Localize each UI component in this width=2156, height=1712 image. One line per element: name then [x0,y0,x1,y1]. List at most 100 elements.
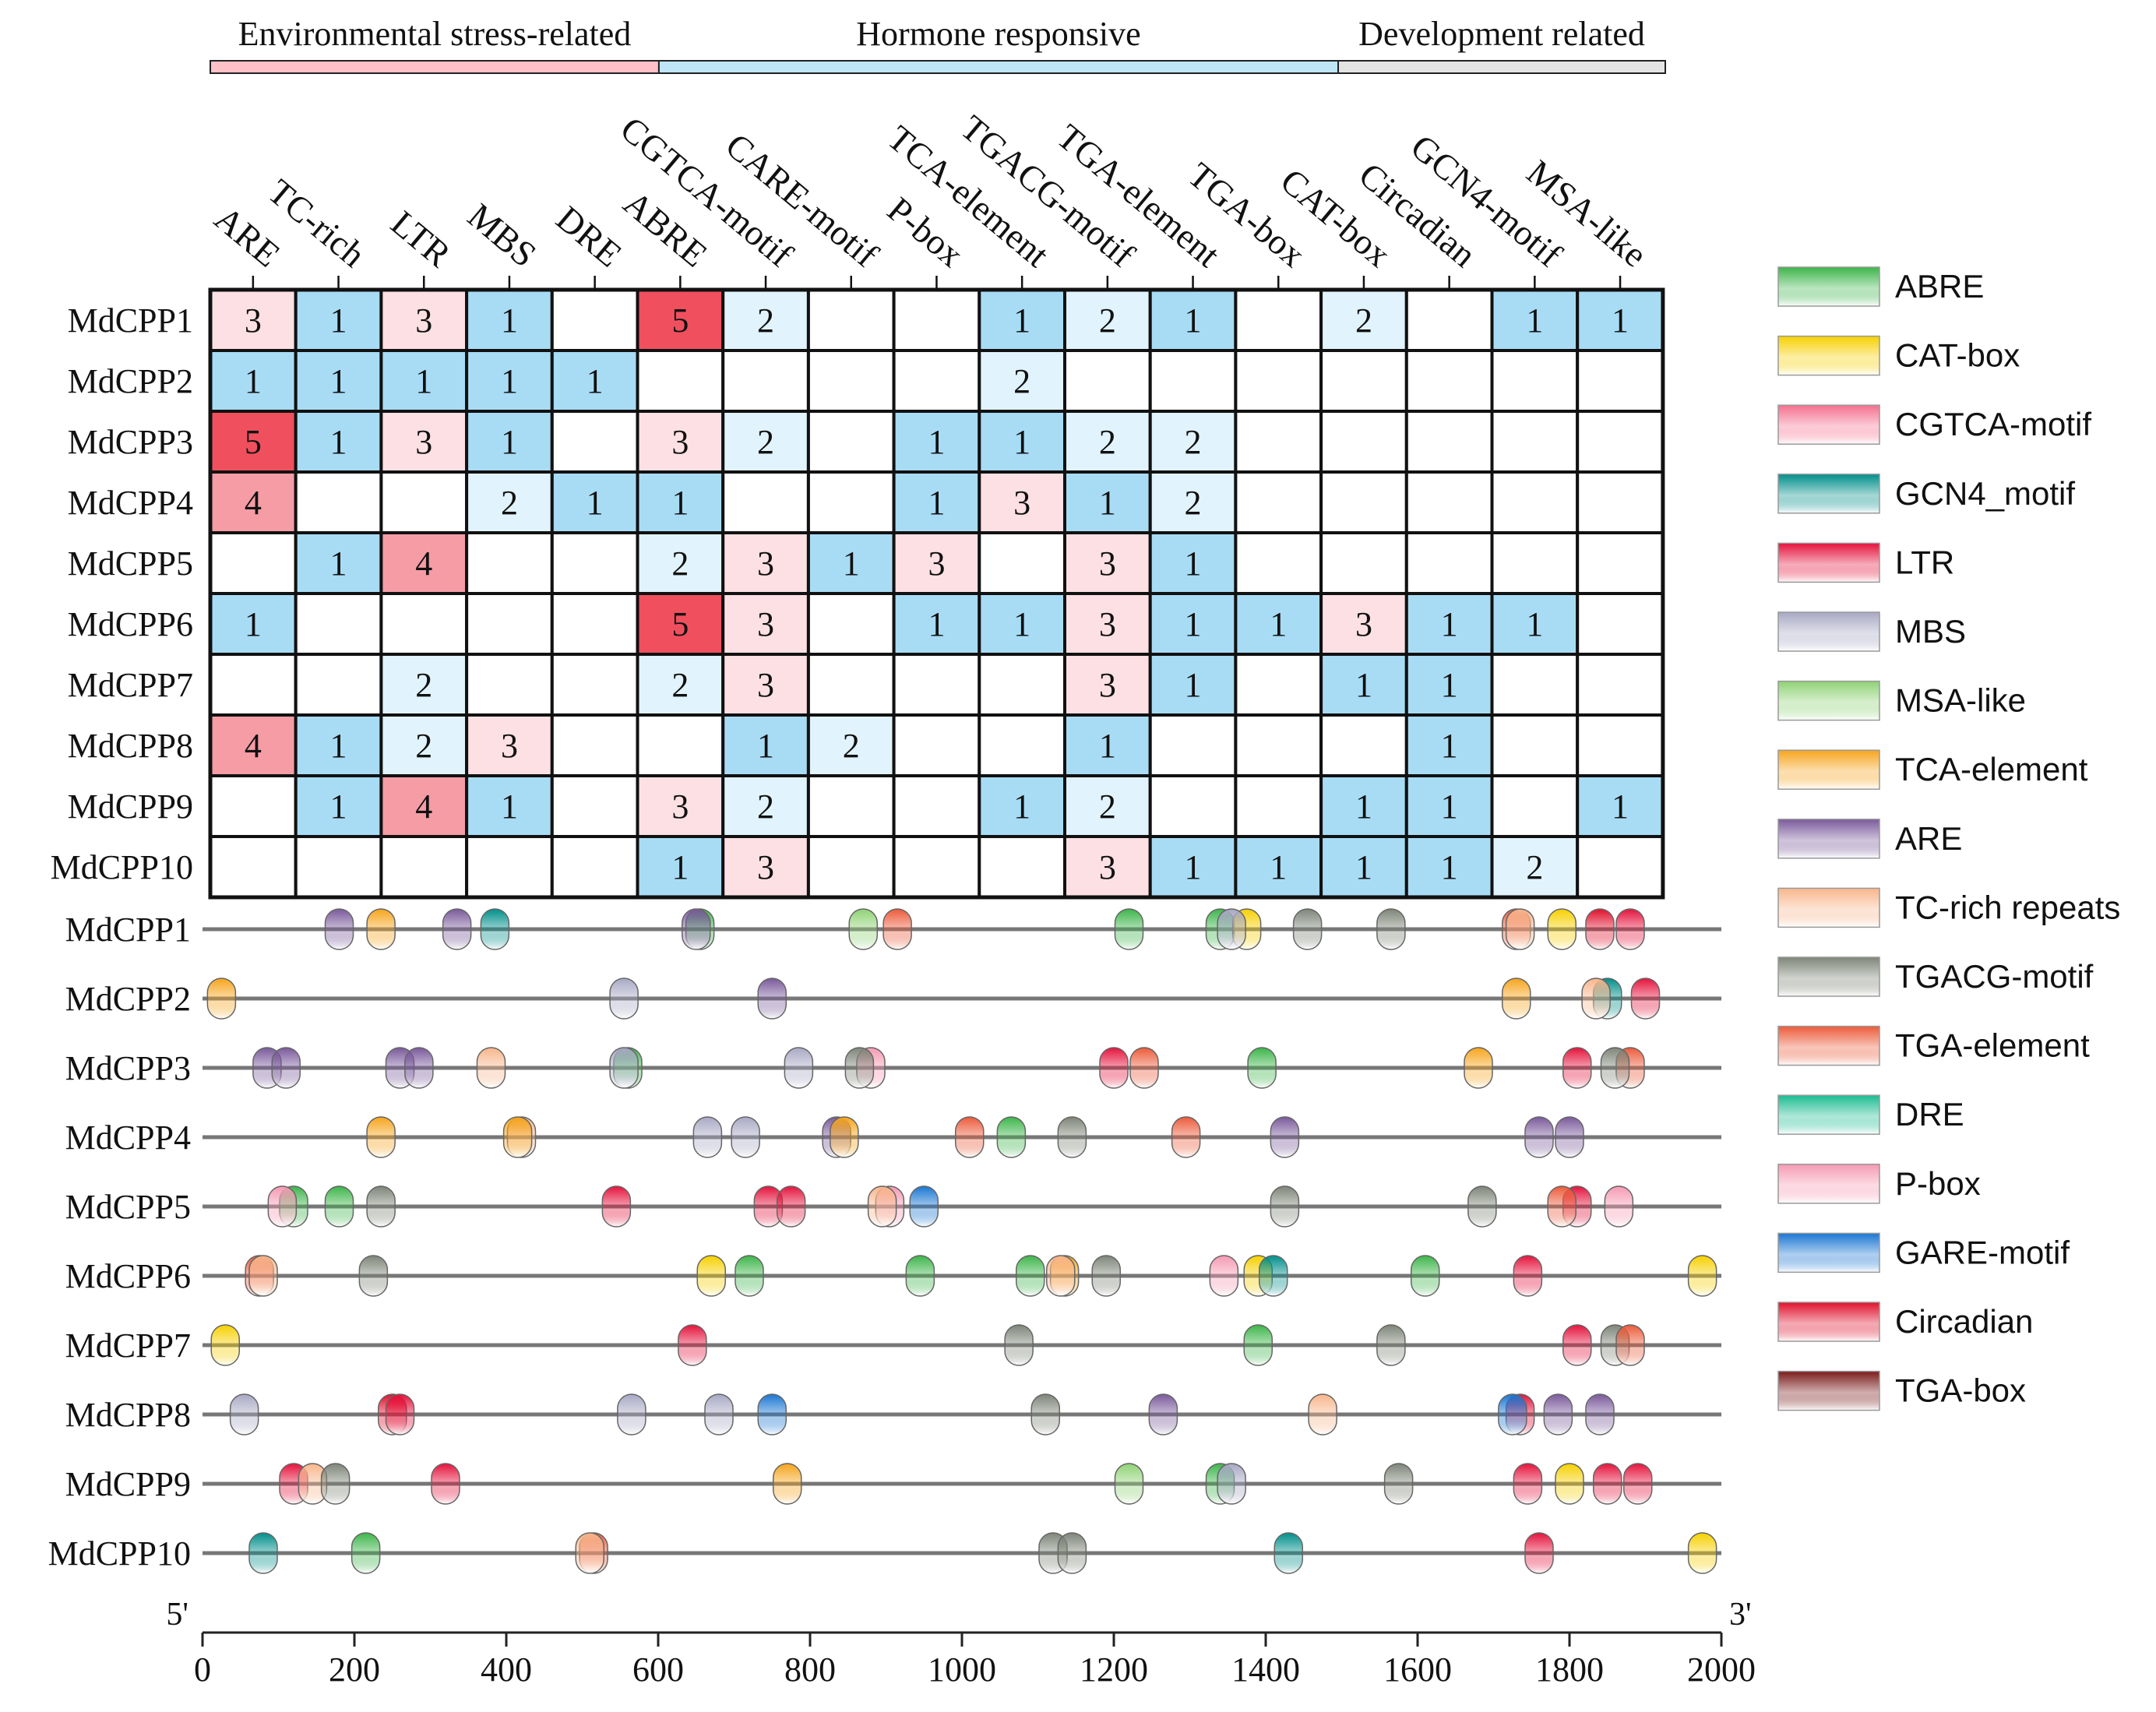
track-mdcpp3: MdCPP3 [65,1047,1721,1089]
element-marker-tc-rich-repeats [248,1255,278,1297]
axis-tick-label: 1200 [1080,1650,1148,1689]
track-mdcpp7: MdCPP7 [65,1324,1721,1366]
element-marker-ltr [385,1393,415,1435]
heatmap-value: 1 [1185,666,1202,704]
heatmap-cell [978,653,1067,717]
heatmap-value: 1 [330,423,347,461]
element-marker-ltr [431,1463,460,1505]
heatmap-cell [1404,410,1494,474]
legend-item-ltr: LTR [1777,542,1954,583]
legend-swatch [1777,749,1880,790]
legend: ABRE CAT-box CGTCA-motif GCN4_motif LTR MBS MS… [1777,266,2120,1411]
heatmap-cell [978,288,1067,352]
element-marker-mbs [692,1116,723,1158]
heatmap-value: 3 [1099,544,1116,583]
legend-item-gcn4-motif: GCN4_motif [1777,474,2075,514]
legend-label: TGA-box [1895,1372,2026,1409]
heatmap-value: 1 [1355,787,1372,826]
row-label-mdcpp10: MdCPP10 [51,848,193,886]
heatmap-value: 1 [1612,787,1629,826]
heatmap-cell [1148,774,1238,838]
category-bar: Environmental stress-related Hormone resp… [210,15,1667,74]
heatmap-value: 1 [757,727,774,765]
row-label-mdcpp1: MdCPP1 [68,301,193,340]
heatmap-value: 1 [1441,605,1458,643]
legend-label: CGTCA-motif [1895,406,2091,442]
heatmap-value: 1 [1099,727,1116,765]
element-marker-abre [351,1532,381,1574]
heatmap-cell [209,653,298,717]
legend-label: MBS [1895,613,1966,650]
heatmap-value: 1 [671,484,689,522]
element-marker-circadian [1585,908,1615,950]
heatmap-cell [1319,713,1408,777]
element-marker-ltr [1623,1463,1653,1505]
heatmap-cell [636,531,725,595]
heatmap-value: 1 [330,727,347,765]
heatmap-cell [1490,653,1580,717]
element-marker-tc-rich-repeats [867,1185,897,1228]
heatmap-cell [806,470,896,534]
heatmap-value: 1 [501,362,518,400]
heatmap-value: 1 [587,362,604,400]
column-label-ltr: LTR [384,203,459,274]
heatmap-value: 4 [415,544,432,583]
element-marker-tga-element [1615,1324,1645,1366]
heatmap-cell [721,288,810,352]
legend-item-circadian: Circadian [1777,1302,2033,1342]
element-marker-ltr [1513,1255,1543,1297]
element-marker-are [757,978,787,1020]
heatmap-cell [1234,531,1323,595]
heatmap-value: 2 [1526,848,1543,886]
legend-item-tga-box: TGA-box [1777,1370,2026,1411]
heatmap-value: 2 [1185,423,1202,461]
element-marker-tga-element [1171,1116,1201,1158]
element-marker-cat-box [1687,1255,1717,1297]
legend-swatch [1777,1302,1880,1342]
legend-label: MSA-like [1895,682,2026,719]
heatmap-cell [1490,774,1580,838]
heatmap-value: 1 [1185,605,1202,643]
heatmap-cell [1404,470,1494,534]
element-marker-tgacg-motif [1292,908,1323,950]
heatmap-value: 1 [671,848,689,886]
axis-end-label: 3' [1729,1597,1752,1633]
heatmap-cell [1148,713,1238,777]
legend-label: TGA-element [1895,1027,2090,1064]
heatmap-value: 1 [330,301,347,340]
heatmap-cell [379,592,469,656]
heatmap-cell [1576,410,1665,474]
legend-label: TCA-element [1895,751,2088,787]
heatmap-value: 5 [671,301,689,340]
axis-tick-label: 600 [632,1650,684,1689]
heatmap-cell [294,653,383,717]
heatmap-cell [465,835,554,899]
heatmap-cell [465,653,554,717]
heatmap-value: 4 [245,727,262,765]
heatmap-cell [806,653,896,717]
element-marker-abre [1243,1324,1273,1366]
heatmap-value: 2 [757,301,774,340]
heatmap-value: 1 [928,484,945,522]
heatmap-cell [892,288,981,352]
heatmap-value: 1 [1441,727,1458,765]
legend-swatch [1777,404,1880,445]
heatmap-cell [978,713,1067,777]
heatmap-cell [1234,288,1323,352]
heatmap-cell [721,592,810,656]
legend-swatch [1777,1232,1880,1273]
legend-swatch [1777,887,1880,928]
heatmap-cell [550,288,639,352]
element-marker-ltr [776,1185,806,1228]
legend-item-p-box: P-box [1777,1164,1981,1204]
heatmap-cell [1404,288,1494,352]
legend-swatch [1777,335,1880,376]
legend-item-are: ARE [1777,819,1962,859]
track-mdcpp4: MdCPP4 [65,1116,1721,1158]
heatmap-value: 1 [1185,848,1202,886]
heatmap-cell [978,835,1067,899]
heatmap-cell [721,835,810,899]
heatmap-cell [1404,774,1494,838]
